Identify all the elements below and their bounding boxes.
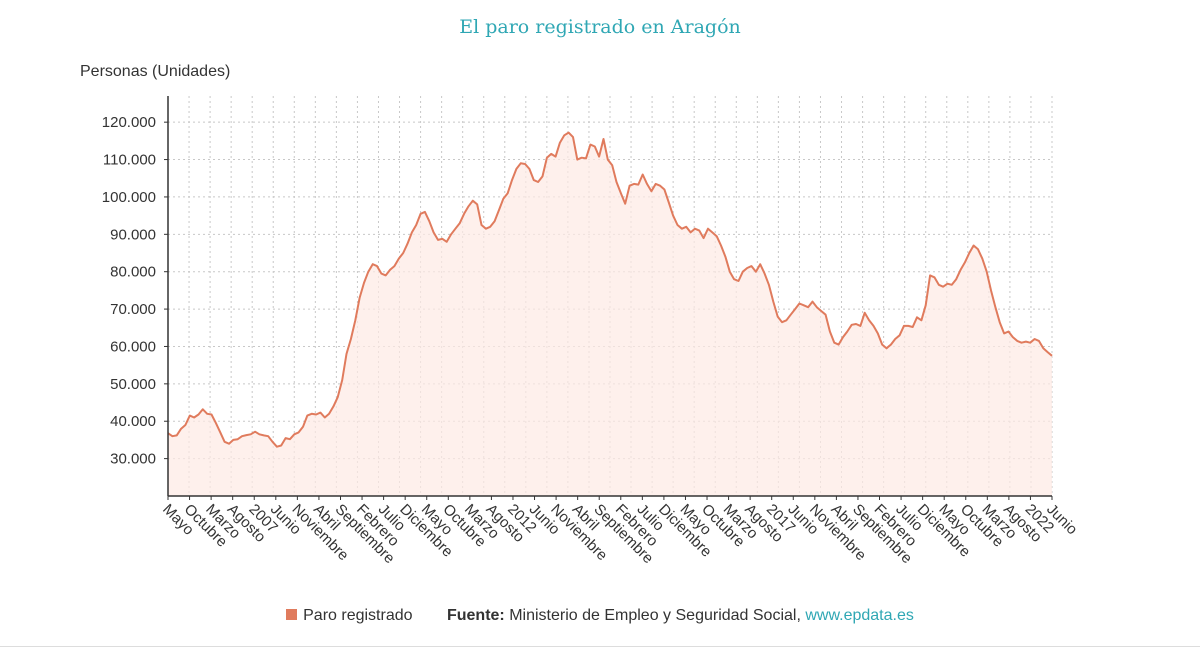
series-area-fill <box>168 132 1052 496</box>
legend-label[interactable]: Paro registrado <box>303 607 413 624</box>
source-link[interactable]: www.epdata.es <box>805 607 914 624</box>
y-tick-label: 60.000 <box>110 338 156 355</box>
y-tick-label: 120.000 <box>102 114 156 131</box>
y-tick-label: 30.000 <box>110 451 156 468</box>
source-text: Ministerio de Empleo y Seguridad Social, <box>509 607 801 624</box>
y-tick-label: 100.000 <box>102 189 156 206</box>
series-line <box>167 131 1053 448</box>
legend-swatch <box>286 609 298 621</box>
y-axis-label: Personas (Unidades) <box>80 63 231 80</box>
y-tick-label: 80.000 <box>110 264 156 281</box>
source-label: Fuente: <box>446 607 505 624</box>
y-tick-label: 40.000 <box>110 413 156 430</box>
chart-footer: Paro registrado Fuente: Ministerio de Em… <box>0 607 1200 625</box>
y-tick-label: 50.000 <box>110 376 156 393</box>
y-tick-label: 90.000 <box>110 226 156 243</box>
bottom-divider <box>0 646 1200 647</box>
chart-title: El paro registrado en Aragón <box>459 16 741 38</box>
y-tick-label: 70.000 <box>110 301 156 318</box>
y-tick-label: 110.000 <box>103 152 156 169</box>
line-chart: 30.000 40.000 50.000 60.000 70.000 80.000 90.0… <box>102 96 1081 567</box>
